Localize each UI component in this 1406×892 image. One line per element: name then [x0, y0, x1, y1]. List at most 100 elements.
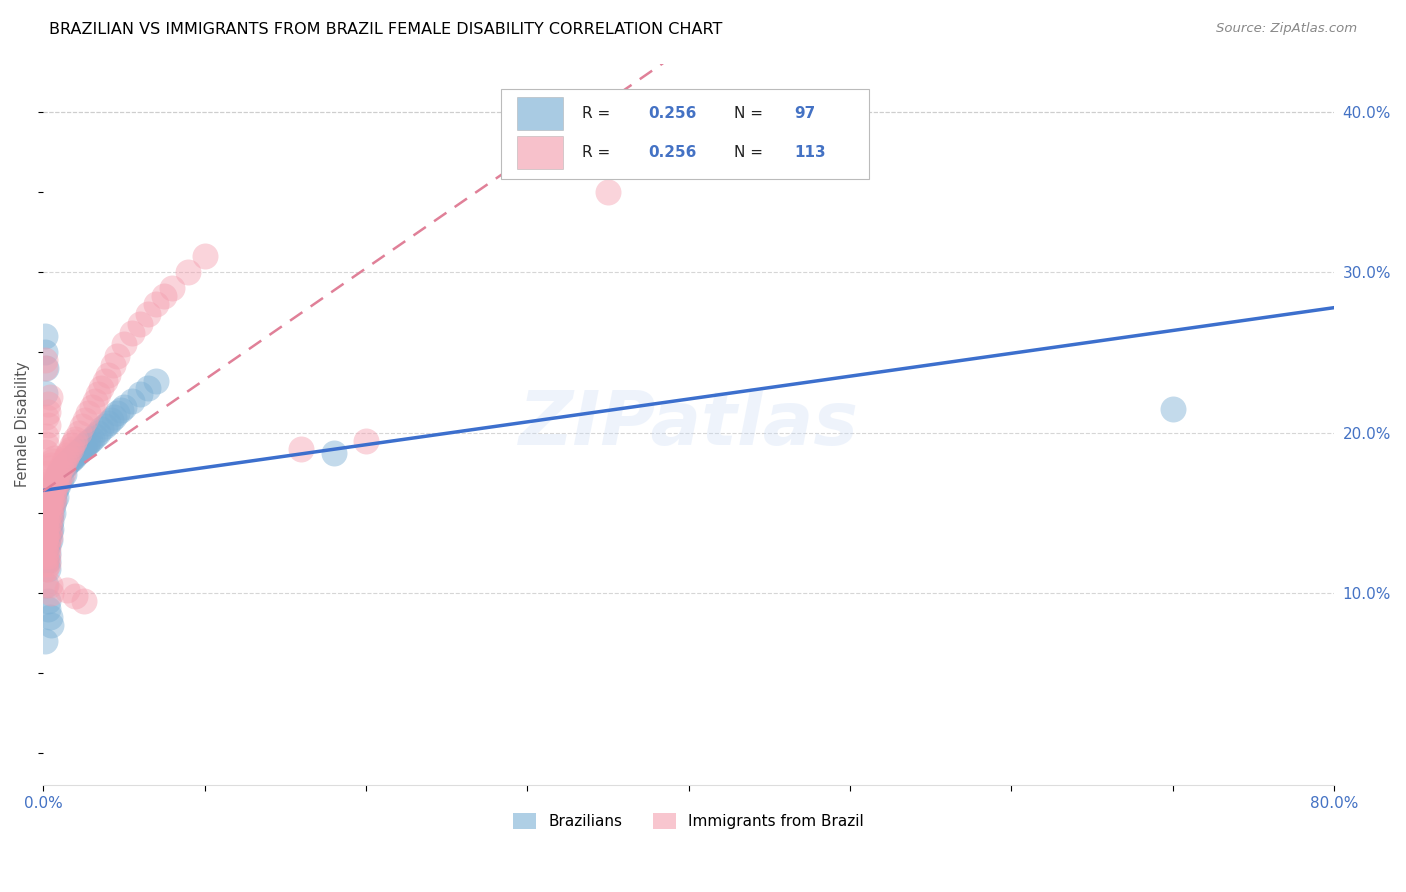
Point	[35, 522, 58, 536]
Point	[37, 549, 59, 563]
Point	[45, 470, 67, 484]
Point	[39, 492, 62, 507]
Text: BRAZILIAN VS IMMIGRANTS FROM BRAZIL FEMALE DISABILITY CORRELATION CHART: BRAZILIAN VS IMMIGRANTS FROM BRAZIL FEMA…	[49, 22, 723, 37]
Point	[45, 490, 67, 504]
Point	[39, 618, 62, 632]
Point	[34, 541, 56, 555]
Point	[44, 491, 66, 506]
Legend: Brazilians, Immigrants from Brazil: Brazilians, Immigrants from Brazil	[508, 807, 870, 835]
Point	[101, 359, 124, 373]
Point	[76, 437, 98, 451]
Point	[100, 413, 122, 427]
Point	[145, 374, 167, 388]
Bar	[502, 89, 869, 179]
Point	[129, 387, 152, 401]
Point	[55, 458, 77, 472]
Point	[35, 538, 58, 552]
Point	[38, 490, 60, 504]
Point	[37, 405, 59, 419]
Point	[45, 478, 67, 492]
Point	[129, 317, 152, 331]
Point	[35, 429, 58, 443]
Point	[38, 514, 60, 528]
Point	[44, 494, 66, 508]
Point	[37, 474, 59, 488]
Point	[56, 456, 79, 470]
Point	[56, 448, 79, 462]
Bar	[517, 136, 564, 169]
Point	[34, 533, 56, 547]
Point	[34, 345, 56, 359]
Point	[42, 506, 65, 520]
Point	[80, 400, 103, 414]
Point	[35, 562, 58, 576]
Point	[37, 466, 59, 480]
Point	[39, 484, 62, 499]
Point	[44, 451, 66, 466]
Point	[87, 387, 110, 401]
Point	[37, 514, 59, 528]
Point	[35, 445, 58, 459]
Point	[38, 610, 60, 624]
Point	[37, 417, 59, 432]
Point	[90, 422, 112, 436]
Point	[35, 530, 58, 544]
Point	[34, 353, 56, 368]
Point	[38, 506, 60, 520]
Point	[93, 374, 115, 388]
Point	[37, 562, 59, 576]
Point	[37, 397, 59, 411]
Point	[80, 432, 103, 446]
Point	[34, 498, 56, 512]
Point	[34, 557, 56, 571]
Point	[37, 500, 59, 515]
Point	[34, 530, 56, 544]
Point	[70, 442, 93, 456]
Text: 0.256: 0.256	[648, 145, 697, 161]
Point	[39, 498, 62, 512]
Point	[59, 442, 82, 456]
Bar	[517, 96, 564, 129]
Point	[136, 381, 159, 395]
Point	[354, 434, 377, 448]
Point	[46, 470, 69, 484]
Point	[34, 522, 56, 536]
Point	[112, 337, 135, 351]
Point	[75, 413, 97, 427]
Point	[69, 443, 91, 458]
Point	[38, 492, 60, 507]
Point	[51, 458, 73, 472]
Point	[103, 409, 125, 424]
Point	[162, 281, 184, 295]
Point	[37, 516, 59, 531]
Point	[45, 482, 67, 496]
Point	[53, 467, 76, 482]
Point	[38, 390, 60, 404]
Point	[72, 594, 94, 608]
Point	[34, 538, 56, 552]
Point	[35, 530, 58, 544]
Point	[60, 451, 83, 466]
Point	[38, 498, 60, 512]
Point	[193, 249, 215, 263]
Point	[136, 307, 159, 321]
Point	[112, 400, 135, 414]
Point	[79, 434, 101, 448]
Point	[35, 530, 58, 544]
Point	[35, 409, 58, 424]
Point	[34, 516, 56, 531]
Point	[34, 562, 56, 576]
Point	[121, 326, 143, 341]
Point	[53, 454, 76, 468]
Point	[46, 475, 69, 490]
Point	[153, 289, 176, 303]
Point	[39, 506, 62, 520]
Point	[37, 524, 59, 539]
Point	[38, 578, 60, 592]
Point	[34, 329, 56, 343]
Point	[37, 594, 59, 608]
Y-axis label: Female Disability: Female Disability	[15, 362, 30, 487]
Point	[97, 368, 120, 382]
Point	[34, 361, 56, 376]
Text: R =: R =	[582, 145, 614, 161]
